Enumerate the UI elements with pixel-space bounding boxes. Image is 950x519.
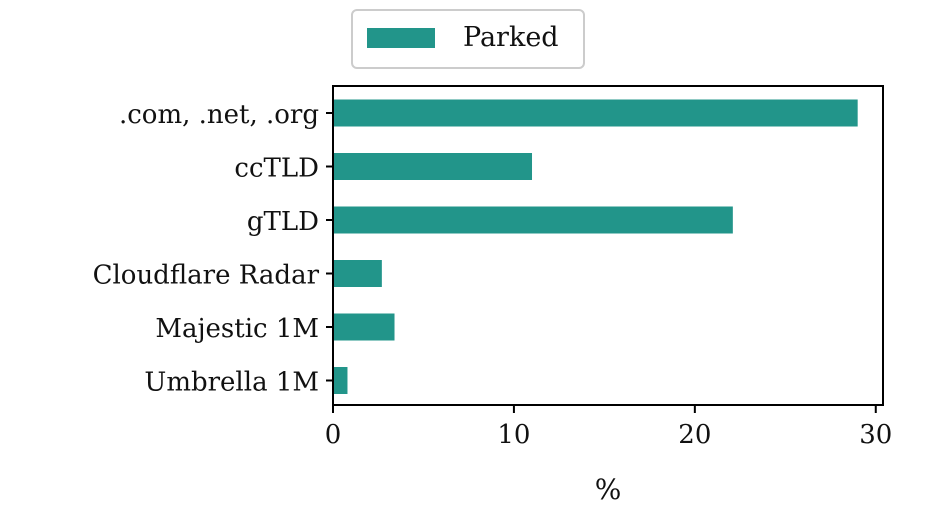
- x-tick-label-0: 0: [325, 420, 342, 450]
- bar-0: [333, 99, 858, 127]
- legend: Parked: [351, 9, 585, 69]
- legend-swatch: [367, 28, 435, 48]
- legend-box: [351, 9, 585, 69]
- y-tick-label-3: Cloudflare Radar: [93, 261, 320, 291]
- x-axis: 0 10 20 30: [325, 405, 892, 450]
- x-tick-label-3: 30: [859, 420, 892, 450]
- bar-2: [333, 206, 733, 234]
- y-tick-label-5: Umbrella 1M: [144, 368, 319, 398]
- x-axis-label: %: [595, 473, 622, 506]
- y-tick-label-1: ccTLD: [234, 154, 319, 184]
- y-axis: .com, .net, .org ccTLD gTLD Cloudflare Rada…: [93, 100, 333, 398]
- x-tick-label-1: 10: [497, 420, 530, 450]
- bar-4: [333, 313, 395, 341]
- bar-1: [333, 153, 533, 180]
- plot-frame: [332, 85, 884, 406]
- bar-5: [333, 367, 348, 394]
- legend-label: Parked: [463, 22, 559, 53]
- bars: [333, 99, 858, 394]
- x-tick-label-2: 20: [678, 420, 711, 450]
- y-tick-label-0: .com, .net, .org: [119, 100, 319, 130]
- y-tick-label-4: Majestic 1M: [155, 314, 319, 344]
- bar-3: [333, 260, 382, 287]
- y-tick-label-2: gTLD: [247, 207, 319, 237]
